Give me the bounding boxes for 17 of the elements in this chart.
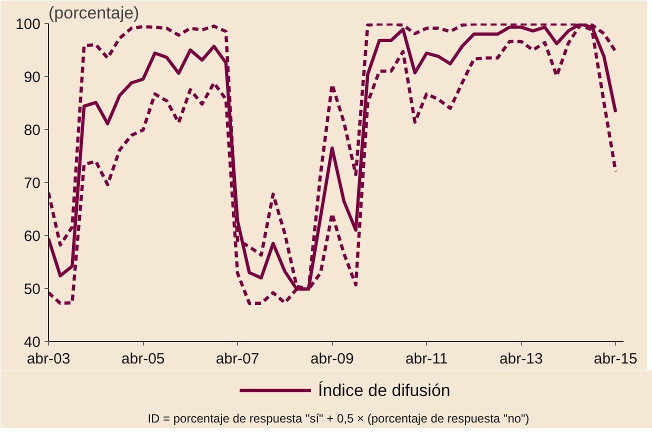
legend-label: Índice de difusión <box>318 381 450 400</box>
y-tick-label: 70 <box>24 175 41 192</box>
y-tick-label: 40 <box>24 334 41 351</box>
text: ID = porcentaje de respuesta "sí" + 0,5 × (porcentaje de respuesta "no") <box>148 412 530 426</box>
x-tick-label: abr-11 <box>405 350 448 368</box>
y-tick-label: 60 <box>24 228 41 245</box>
x-tick-label: abr-13 <box>499 350 543 368</box>
x-tick-label: abr-07 <box>216 350 260 368</box>
y-tick-label: 100 <box>15 16 41 33</box>
x-tick-label: abr-15 <box>594 350 638 368</box>
y-tick-label: 80 <box>24 122 41 139</box>
x-tick-label: abr-03 <box>26 350 70 368</box>
y-axis-title: (porcentaje) <box>48 4 140 22</box>
y-tick-label: 90 <box>24 69 41 86</box>
x-tick-label: abr-05 <box>121 350 165 368</box>
x-tick-label: abr-09 <box>310 350 354 368</box>
y-tick-label: 50 <box>24 281 41 298</box>
